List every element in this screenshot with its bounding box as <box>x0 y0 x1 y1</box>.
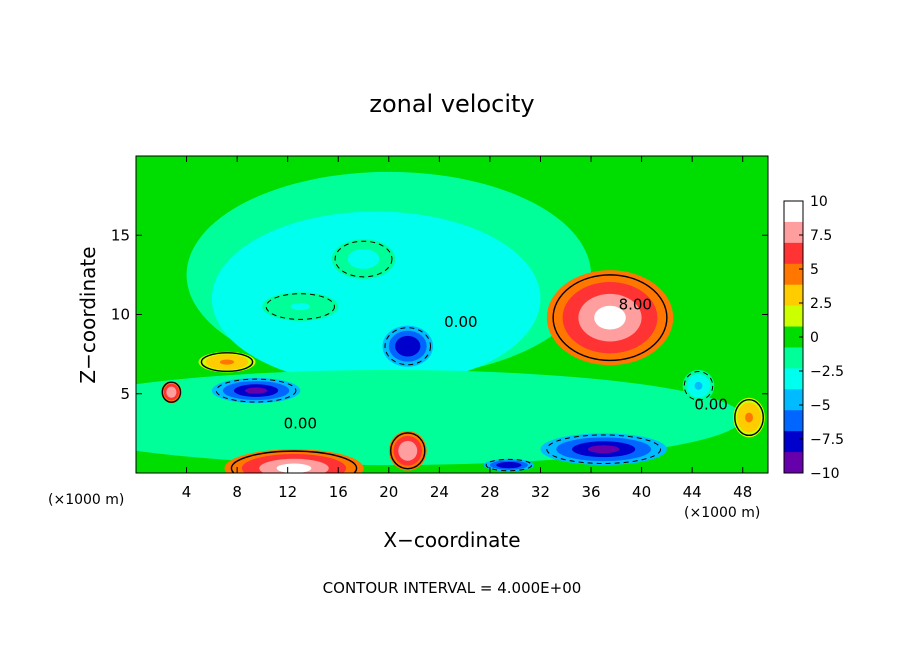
colorbar-swatch <box>784 431 803 453</box>
colorbar-tick-label: 7.5 <box>810 228 832 244</box>
feature-level <box>594 305 626 330</box>
feature-left-max <box>161 381 182 404</box>
colorbar-tick-label: 5 <box>810 262 819 278</box>
contour-upper-left-warm <box>200 352 254 373</box>
feature-left-neg <box>211 377 301 404</box>
contour-label: 0.00 <box>284 415 317 433</box>
x-tick-label: 32 <box>531 483 550 501</box>
x-tick-label: 12 <box>278 483 297 501</box>
y-tick-label: 15 <box>111 226 130 244</box>
contour-center-neg <box>384 327 432 366</box>
contour-label: 8.00 <box>619 296 652 314</box>
feature-surface-maximum <box>224 449 364 473</box>
contour-left-neg <box>215 378 297 403</box>
feature-level <box>587 445 620 454</box>
x-tick-label: 20 <box>379 483 398 501</box>
contour-left-max <box>161 381 182 403</box>
feature-center-neg <box>382 325 434 367</box>
colorbar-swatch <box>784 305 803 328</box>
feature-upper-left-warm <box>198 351 256 373</box>
chart-title: zonal velocity <box>369 90 534 118</box>
colorbar: 10 7.5 5 2.5 0 −2.5 −5 −7.5 −10 <box>783 194 844 482</box>
colorbar-swatch <box>784 452 803 474</box>
x-tick-label: 48 <box>733 483 752 501</box>
colorbar-tick-label: 2.5 <box>810 296 832 312</box>
contour-lines <box>161 240 764 473</box>
feature-level <box>219 359 235 365</box>
contour-cyan-10 <box>265 293 335 320</box>
feature-level <box>502 463 516 467</box>
contour-label: 0.00 <box>444 313 477 331</box>
x-axis-label: X−coordinate <box>383 528 520 552</box>
feature-level <box>694 381 703 390</box>
feature-bottom-neg-a <box>540 433 667 466</box>
contour-upper-cyan <box>334 240 393 278</box>
colorbar-swatch <box>784 368 803 390</box>
contour-right-neg <box>683 371 714 401</box>
x-unit-left: (×1000 m) <box>48 492 124 508</box>
colorbar-swatch <box>784 347 803 369</box>
colorbar-swatch <box>784 263 803 286</box>
contour-bottom-neg-b <box>485 458 533 472</box>
feature-level <box>276 463 312 473</box>
feature-level <box>401 341 415 352</box>
contour-label: 0.00 <box>694 396 727 414</box>
colorbar-tick-label: −2.5 <box>810 364 844 380</box>
colorbar-tick-label: −5 <box>810 398 831 414</box>
contour-surface-maximum <box>230 450 358 473</box>
x-tick-label: 36 <box>581 483 600 501</box>
colorbar-tick-label: 0 <box>810 330 819 346</box>
velocity-field <box>136 156 768 473</box>
feature-cyan-10 <box>262 292 339 321</box>
x-tick-label: 40 <box>632 483 651 501</box>
x-unit-right: (×1000 m) <box>684 505 760 521</box>
colorbar-tick-label: 10 <box>810 194 828 210</box>
x-tick-label: 4 <box>182 483 192 501</box>
feature-level <box>355 254 372 264</box>
y-axis-label: Z−coordinate <box>76 246 100 383</box>
feature-level <box>403 445 413 456</box>
feature-bottom-neg-b <box>483 458 535 472</box>
colorbar-swatch <box>784 410 803 432</box>
feature-level <box>245 387 268 394</box>
colorbar-swatch <box>784 242 803 265</box>
x-axis: 4 8 12 16 20 24 28 32 36 40 44 48 <box>182 156 752 501</box>
contour-right-warm <box>734 398 764 437</box>
feature-right-neg <box>682 369 715 402</box>
feature-upper-cyan <box>331 239 396 279</box>
feature-right-warm <box>733 397 765 438</box>
contour-bottom-neg-a <box>546 434 662 464</box>
y-tick-label: 10 <box>111 306 130 324</box>
feature-surface-max-2 <box>388 430 427 471</box>
plot-area <box>136 156 768 473</box>
x-tick-label: 8 <box>232 483 242 501</box>
y-axis: 5 10 15 <box>111 226 768 403</box>
colorbar-swatch <box>784 201 803 223</box>
contour-interval-note: CONTOUR INTERVAL = 4.000E+00 <box>323 579 582 597</box>
colorbar-swatch <box>784 221 803 244</box>
colorbar-swatch <box>784 326 803 348</box>
y-tick-label: 5 <box>120 385 130 403</box>
contour-upper-right-maximum <box>552 274 668 362</box>
x-tick-label: 28 <box>480 483 499 501</box>
colorbar-tick-label: −10 <box>810 466 840 482</box>
x-tick-label: 44 <box>683 483 702 501</box>
feature-level <box>168 389 174 395</box>
colorbar-swatch <box>784 389 803 411</box>
x-tick-label: 16 <box>329 483 348 501</box>
x-tick-label: 24 <box>430 483 449 501</box>
contour-surface-max-2 <box>389 432 426 470</box>
colorbar-tick-label: −7.5 <box>810 432 844 448</box>
field-band-mid <box>211 211 541 386</box>
feature-upper-right-maximum <box>546 270 674 366</box>
feature-level <box>290 303 310 311</box>
colorbar-swatch <box>784 284 803 307</box>
contour-labels: 8.00 0.00 0.00 0.00 <box>284 296 728 433</box>
feature-level <box>745 412 753 423</box>
